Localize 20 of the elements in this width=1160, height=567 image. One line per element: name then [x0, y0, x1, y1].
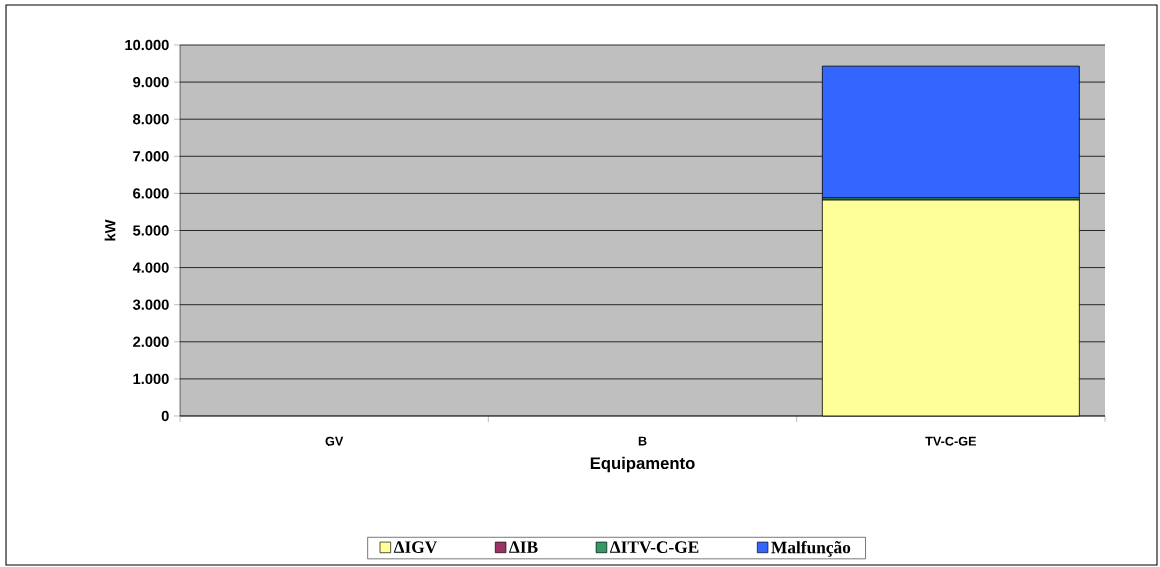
y-tick-label: 8.000 — [133, 114, 169, 125]
legend-label: ΔIGV — [393, 541, 438, 554]
x-tick-label: B — [638, 436, 647, 446]
legend-label: ΔIB — [509, 541, 538, 553]
y-tick-label: 9.000 — [133, 76, 169, 88]
y-tick-label: 4.000 — [132, 262, 169, 273]
y-tick-label: 10.000 — [125, 39, 169, 51]
y-tick-label: 2.000 — [133, 336, 169, 347]
y-tick-label: 0 — [161, 410, 169, 422]
x-axis-title: Equipamento — [590, 456, 695, 473]
y-tick-label: 3.000 — [132, 299, 169, 310]
legend-label: Malfunção — [771, 540, 851, 557]
legend-label: ΔITV-C-GE — [610, 541, 699, 554]
y-tick-label: 5.000 — [133, 225, 169, 236]
y-tick-label: 6.000 — [133, 188, 169, 199]
x-tick-label: TV-C-GE — [925, 436, 977, 446]
y-axis-title: kW — [104, 219, 116, 241]
y-tick-label: 7.000 — [133, 151, 169, 162]
y-tick-label: 1.000 — [133, 373, 169, 385]
x-tick-label: GV — [325, 436, 344, 446]
